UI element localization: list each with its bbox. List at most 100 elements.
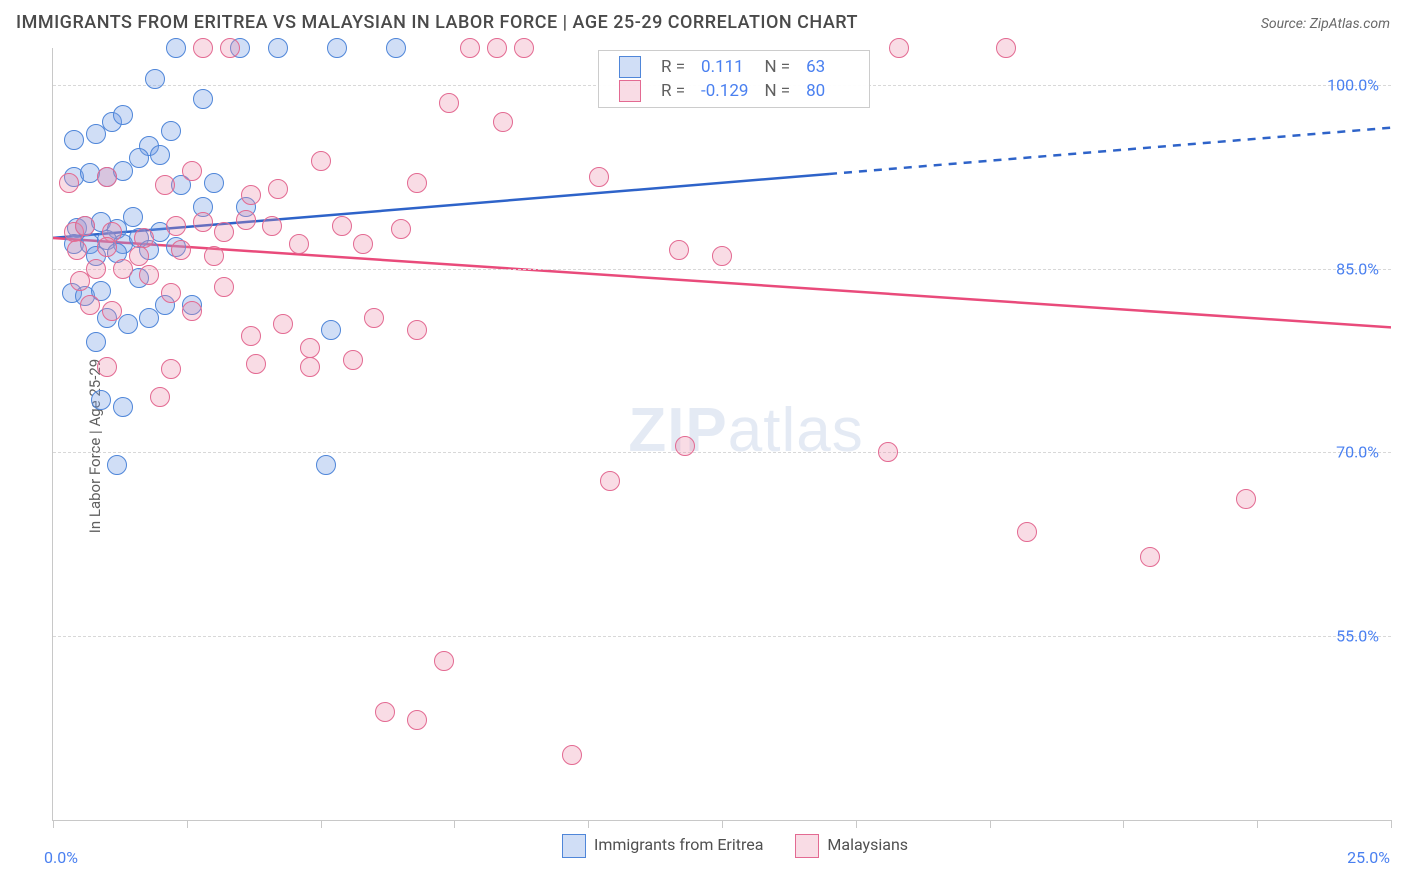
swatch-malaysian [619,80,641,102]
x-tick [53,820,54,828]
data-point-malaysian [236,210,256,230]
data-point-eritrea [113,397,133,417]
data-point-malaysian [407,710,427,730]
chart-title: IMMIGRANTS FROM ERITREA VS MALAYSIAN IN … [16,12,858,33]
stats-r-eritrea: 0.111 [693,55,756,79]
plot-area: ZIPatlas 55.0%70.0%85.0%100.0% R = 0.111… [52,48,1391,821]
data-point-malaysian [193,38,213,58]
data-point-eritrea [166,38,186,58]
trendline-eritrea-extrapolated [829,128,1391,174]
header: IMMIGRANTS FROM ERITREA VS MALAYSIAN IN … [16,12,1390,33]
data-point-malaysian [171,240,191,260]
data-point-malaysian [97,357,117,377]
data-point-malaysian [129,246,149,266]
data-point-malaysian [204,246,224,266]
data-point-malaysian [375,702,395,722]
data-point-malaysian [59,173,79,193]
legend-item-malaysian: Malaysians [795,834,908,858]
data-point-malaysian [712,246,732,266]
data-point-malaysian [289,234,309,254]
data-point-malaysian [75,216,95,236]
data-point-malaysian [150,387,170,407]
legend-label-eritrea: Immigrants from Eritrea [594,835,763,854]
data-point-malaysian [996,38,1016,58]
data-point-malaysian [1140,547,1160,567]
stats-r-label: R = [653,55,693,79]
data-point-malaysian [1017,522,1037,542]
watermark-rest: atlas [728,396,864,465]
data-point-malaysian [268,179,288,199]
gridline [53,452,1391,453]
data-point-malaysian [487,38,507,58]
data-point-malaysian [311,151,331,171]
data-point-malaysian [161,283,181,303]
data-point-eritrea [107,455,127,475]
stats-n-malaysian: 80 [798,79,833,103]
stats-n-label: N = [756,79,798,103]
data-point-eritrea [316,455,336,475]
data-point-malaysian [241,185,261,205]
swatch-malaysian [795,834,819,858]
trend-lines [53,48,1391,820]
data-point-malaysian [134,228,154,248]
data-point-malaysian [407,320,427,340]
stats-r-malaysian: -0.129 [693,79,756,103]
data-point-eritrea [161,121,181,141]
x-tick [990,820,991,828]
gridline [53,269,1391,270]
gridline [53,636,1391,637]
data-point-malaysian [300,357,320,377]
legend-item-eritrea: Immigrants from Eritrea [562,834,763,858]
data-point-malaysian [214,277,234,297]
data-point-malaysian [589,167,609,187]
data-point-malaysian [434,651,454,671]
data-point-malaysian [493,112,513,132]
data-point-eritrea [327,38,347,58]
y-tick-label: 85.0% [1336,259,1379,278]
data-point-malaysian [80,295,100,315]
x-tick [722,820,723,828]
data-point-malaysian [246,354,266,374]
data-point-malaysian [214,222,234,242]
x-tick [1123,820,1124,828]
data-point-malaysian [273,314,293,334]
x-tick [1257,820,1258,828]
data-point-eritrea [386,38,406,58]
x-max-label: 25.0% [1347,848,1390,867]
swatch-eritrea [562,834,586,858]
data-point-malaysian [86,259,106,279]
data-point-eritrea [86,332,106,352]
data-point-eritrea [113,105,133,125]
x-tick [588,820,589,828]
stats-row-eritrea: R = 0.111 N = 63 [611,55,833,79]
data-point-malaysian [889,38,909,58]
stats-r-label: R = [653,79,693,103]
data-point-malaysian [439,93,459,113]
data-point-malaysian [407,173,427,193]
legend-label-malaysian: Malaysians [827,835,908,854]
x-min-label: 0.0% [44,848,78,867]
data-point-eritrea [139,308,159,328]
data-point-malaysian [155,175,175,195]
data-point-malaysian [514,38,534,58]
data-point-eritrea [321,320,341,340]
data-point-eritrea [91,390,111,410]
y-tick-label: 70.0% [1336,443,1379,462]
data-point-eritrea [129,148,149,168]
data-point-eritrea [150,145,170,165]
watermark-bold: ZIP [628,396,727,465]
data-point-malaysian [220,38,240,58]
data-point-malaysian [102,301,122,321]
data-point-eritrea [268,38,288,58]
data-point-malaysian [161,359,181,379]
data-point-malaysian [562,745,582,765]
x-tick [856,820,857,828]
data-point-malaysian [391,219,411,239]
data-point-malaysian [675,436,695,456]
x-tick [1391,820,1392,828]
data-point-eritrea [145,69,165,89]
data-point-malaysian [113,259,133,279]
data-point-malaysian [139,265,159,285]
data-point-malaysian [67,240,87,260]
data-point-malaysian [600,471,620,491]
